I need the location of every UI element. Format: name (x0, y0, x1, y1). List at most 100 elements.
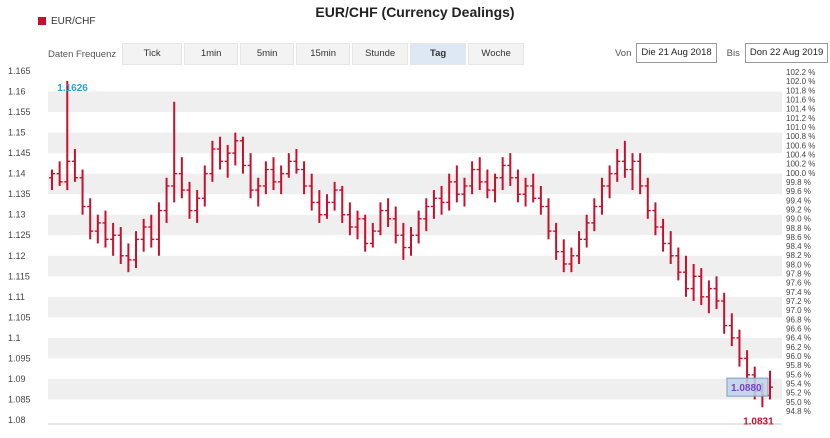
ohlc-bar (270, 157, 277, 191)
y2-tick-label: 97.6 % (786, 279, 811, 288)
to-date-input[interactable]: Don 22 Aug 2019 (744, 43, 829, 63)
chart-title: EUR/CHF (Currency Dealings) (315, 4, 515, 20)
ohlc-bar (117, 227, 124, 264)
freq-tab-tag[interactable]: Tag (410, 43, 467, 65)
to-label: Bis (726, 47, 740, 59)
y2-tick-label: 97.0 % (786, 306, 811, 315)
y2-tick-label: 95.4 % (786, 380, 811, 389)
ohlc-bar (583, 214, 590, 248)
ohlc-bar (408, 227, 414, 256)
ohlc-bar (323, 194, 330, 219)
ohlc-bar (346, 202, 353, 236)
grid-band (48, 255, 782, 277)
y-tick-label: 1.115 (8, 271, 30, 281)
current-value-box (726, 377, 769, 397)
y2-tick-label: 96.8 % (786, 315, 811, 324)
y2-tick-label: 99.0 % (786, 215, 811, 224)
grid-band (48, 214, 782, 236)
ohlc-bar (64, 80, 71, 191)
y2-tick-label: 98.8 % (786, 224, 811, 233)
y-tick-label: 1.155 (8, 107, 31, 117)
ohlc-bar (56, 161, 63, 186)
ohlc-bar (285, 153, 292, 178)
ohlc-bar (446, 173, 453, 211)
freq-tab-15min[interactable]: 15min (296, 43, 351, 65)
ohlc-bar (644, 177, 651, 219)
ohlc-bar (591, 198, 598, 232)
y2-tick-label: 95.8 % (786, 361, 811, 370)
ohlc-bar (614, 149, 621, 182)
ohlc-bar (49, 169, 55, 191)
high-label: 1.1626 (57, 83, 88, 94)
ohlc-bar (163, 177, 170, 223)
ohlc-bar (690, 263, 697, 301)
from-label: Von (615, 47, 632, 59)
ohlc-bar (545, 198, 552, 240)
ohlc-bar (354, 210, 361, 240)
ohlc-bar (705, 280, 712, 314)
legend[interactable]: EUR/CHF (38, 16, 95, 27)
ohlc-bar (423, 198, 430, 232)
y-tick-label: 1.12 (8, 251, 26, 261)
freq-tab-stunde[interactable]: Stunde (352, 43, 409, 65)
ohlc-bar (629, 153, 636, 191)
y-tick-label: 1.145 (8, 148, 31, 158)
freq-tab-woche[interactable]: Woche (468, 43, 525, 65)
ohlc-bar (698, 268, 705, 306)
ohlc-bar (728, 313, 735, 347)
y2-tick-label: 101.2 % (786, 114, 815, 123)
ohlc-bar (385, 198, 392, 228)
ohlc-bar (125, 243, 132, 273)
y2-tick-label: 97.4 % (786, 288, 811, 297)
ohlc-bar (308, 173, 315, 211)
ohlc-bar (155, 202, 162, 256)
ohlc-bar (484, 169, 491, 199)
ohlc-bar (133, 231, 140, 269)
ohlc-bar (293, 149, 300, 174)
ohlc-bar (102, 210, 109, 248)
grid-band (48, 91, 782, 113)
ohlc-bar (568, 247, 575, 273)
ohlc-bar (537, 185, 544, 215)
ohlc-bar (507, 153, 514, 186)
ohlc-bar (744, 350, 751, 384)
low-label: 1.0831 (743, 416, 774, 427)
y2-tick-label: 95.0 % (786, 398, 811, 407)
ohlc-bar (148, 214, 155, 248)
ohlc-bar (598, 177, 605, 215)
legend-swatch (38, 17, 46, 25)
y-tick-label: 1.1 (8, 333, 21, 343)
y2-tick-label: 94.8 % (786, 407, 811, 416)
y2-tick-label: 95.2 % (786, 389, 811, 398)
ohlc-bar (606, 165, 613, 199)
y-tick-label: 1.085 (8, 394, 31, 404)
ohlc-bar (530, 173, 537, 203)
ohlc-bar (178, 157, 185, 199)
ohlc-bar (339, 185, 346, 223)
ohlc-bar (469, 161, 476, 195)
ohlc-bar (492, 173, 499, 203)
y-tick-label: 1.135 (8, 189, 31, 199)
ohlc-bar (576, 231, 583, 264)
freq-tab-5min[interactable]: 5min (240, 43, 295, 65)
from-date-input[interactable]: Die 21 Aug 2018 (636, 43, 717, 63)
ohlc-bar (522, 177, 529, 207)
ohlc-bar (301, 161, 308, 195)
y2-tick-label: 96.4 % (786, 334, 811, 343)
y-tick-label: 1.09 (8, 374, 26, 384)
ohlc-bar (438, 185, 445, 215)
y2-tick-label: 99.6 % (786, 187, 811, 196)
y2-tick-label: 100.6 % (786, 141, 815, 150)
ohlc-bar (278, 165, 285, 195)
freq-tab-tick[interactable]: Tick (122, 43, 183, 65)
ohlc-bar (713, 276, 720, 310)
y-axis-left: 1.165 1.16 1.155 1.15 1.145 1.14 1.135 1.13 1.12… (8, 66, 31, 425)
y2-tick-label: 101.0 % (786, 123, 815, 132)
grid-band (48, 173, 782, 195)
y2-tick-label: 98.6 % (786, 233, 811, 242)
ohlc-series (49, 80, 773, 408)
y-tick-label: 1.16 (8, 87, 26, 97)
grid-band (48, 132, 782, 154)
freq-tab-1min[interactable]: 1min (184, 43, 239, 65)
